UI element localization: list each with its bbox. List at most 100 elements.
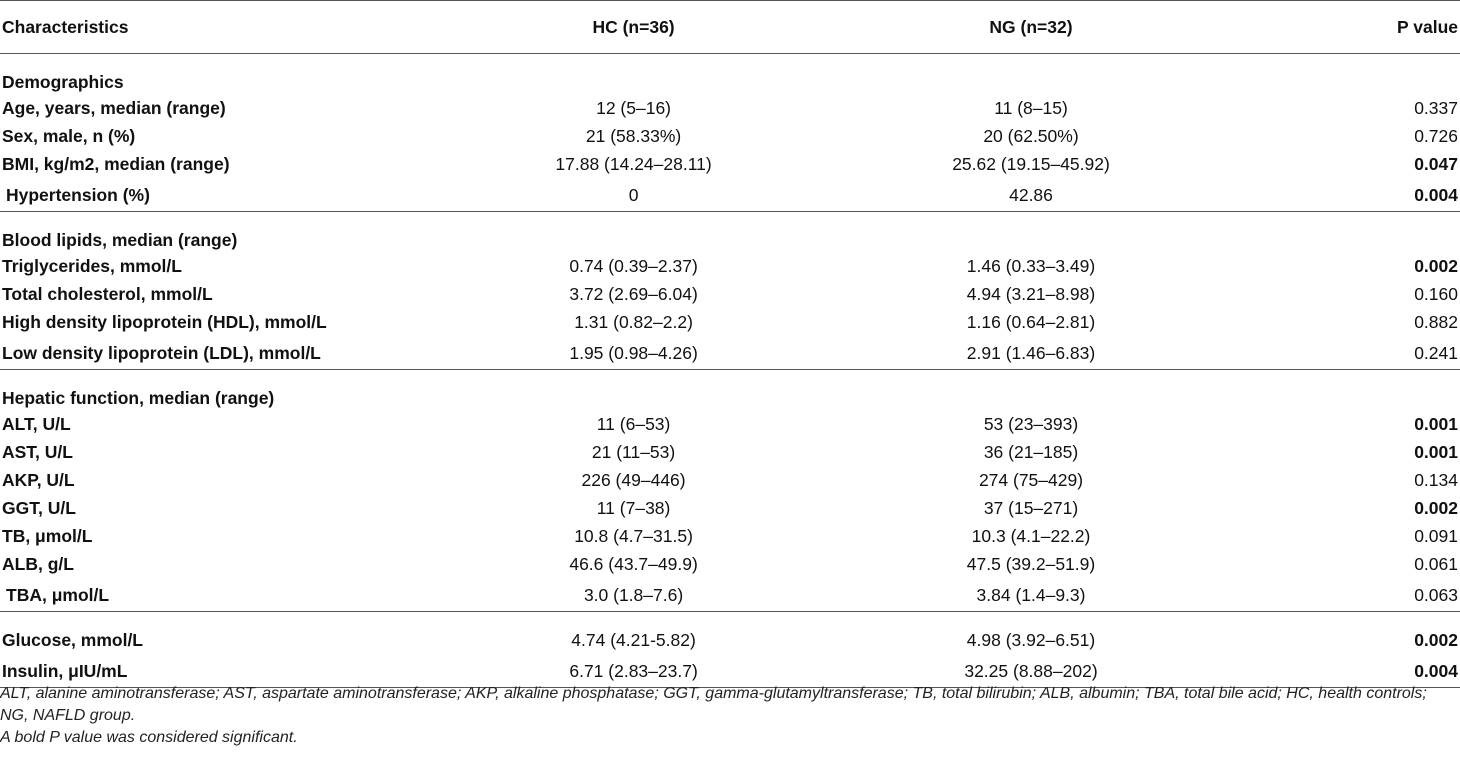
- row-hc-value: 226 (49–446): [581, 470, 686, 490]
- row-p-value: 0.002: [1414, 630, 1458, 650]
- header-characteristics: Characteristics: [0, 0, 435, 54]
- row-hc-value: 3.72 (2.69–6.04): [569, 284, 698, 304]
- row-hc-value: 0.74 (0.39–2.37): [569, 256, 698, 276]
- table-row: Hypertension (%) 0 42.86 0.004: [0, 178, 1460, 212]
- row-label: BMI, kg/m2, median (range): [2, 154, 230, 174]
- characteristics-table: Characteristics HC (n=36) NG (n=32) P va…: [0, 0, 1460, 688]
- row-label: TBA, μmol/L: [0, 578, 435, 612]
- row-ng-value: 1.16 (0.64–2.81): [966, 312, 1096, 332]
- row-ng-value: 1.46 (0.33–3.49): [966, 256, 1096, 276]
- row-hc-value: 21 (58.33%): [585, 126, 682, 146]
- row-label: Sex, male, n (%): [2, 126, 136, 146]
- header-ng: NG (n=32): [832, 0, 1230, 54]
- row-ng-value: 4.94 (3.21–8.98): [966, 284, 1096, 304]
- row-p-value: 0.726: [1414, 126, 1458, 146]
- row-ng-value: 10.3 (4.1–22.2): [971, 526, 1091, 546]
- table-row: ALT, U/L 11 (6–53) 53 (23–393) 0.001: [0, 410, 1460, 438]
- row-hc-value: 17.88 (14.24–28.11): [555, 154, 712, 174]
- row-ng-value: 20 (62.50%): [983, 126, 1079, 146]
- row-hc-value: 4.74 (4.21-5.82): [571, 630, 696, 650]
- row-label: Low density lipoprotein (LDL), mmol/L: [0, 336, 435, 370]
- table-row: TBA, μmol/L 3.0 (1.8–7.6) 3.84 (1.4–9.3) 0.…: [0, 578, 1460, 612]
- row-ng-value: 2.91 (1.46–6.83): [832, 336, 1230, 370]
- row-label: ALB, g/L: [2, 554, 74, 574]
- footnote-abbreviations: ALT, alanine aminotransferase; AST, aspa…: [0, 685, 1427, 724]
- row-hc-value: 0: [434, 178, 833, 212]
- row-p-value: 0.882: [1414, 312, 1458, 332]
- table-row: Total cholesterol, mmol/L 3.72 (2.69–6.04…: [0, 280, 1460, 308]
- row-p-value: 0.134: [1414, 470, 1458, 490]
- row-p-value: 0.047: [1414, 154, 1458, 174]
- table-row: AKP, U/L 226 (49–446) 274 (75–429) 0.134: [0, 466, 1460, 494]
- row-hc-value: 11 (7–38): [596, 498, 671, 518]
- section-title: Hepatic function, median (range): [2, 388, 275, 408]
- row-label: ALT, U/L: [2, 414, 71, 434]
- table-row: High density lipoprotein (HDL), mmol/L 1.…: [0, 308, 1460, 336]
- row-label: Age, years, median (range): [2, 98, 226, 118]
- header-hc: HC (n=36): [434, 0, 833, 54]
- row-p-value: 0.061: [1414, 554, 1458, 574]
- row-p-value: 0.004: [1229, 654, 1460, 688]
- row-p-value: 0.241: [1229, 336, 1460, 370]
- row-label: Glucose, mmol/L: [2, 630, 143, 650]
- footnote-significance: A bold P value was considered significan…: [0, 729, 298, 746]
- row-p-value: 0.091: [1414, 526, 1458, 546]
- table-body: Demographics Age, years, median (range) 12…: [0, 54, 1460, 688]
- table-row: BMI, kg/m2, median (range) 17.88 (14.24–2…: [0, 150, 1460, 178]
- row-hc-value: 21 (11–53): [591, 442, 676, 462]
- table-footnotes: ALT, alanine aminotransferase; AST, aspa…: [0, 683, 1440, 749]
- row-ng-value: 25.62 (19.15–45.92): [952, 154, 1110, 174]
- table-row: ALB, g/L 46.6 (43.7–49.9) 47.5 (39.2–51.9)…: [0, 550, 1460, 578]
- section-header-row: Hepatic function, median (range): [0, 370, 1460, 411]
- row-ng-value: 4.98 (3.92–6.51): [966, 630, 1096, 650]
- row-p-value: 0.160: [1414, 284, 1458, 304]
- row-ng-value: 11 (8–15): [994, 98, 1068, 118]
- row-hc-value: 1.31 (0.82–2.2): [574, 312, 693, 332]
- row-ng-value: 47.5 (39.2–51.9): [966, 554, 1096, 574]
- row-hc-value: 1.95 (0.98–4.26): [434, 336, 833, 370]
- row-p-value: 0.001: [1414, 414, 1458, 434]
- row-label: Triglycerides, mmol/L: [2, 256, 182, 276]
- table-row: AST, U/L 21 (11–53) 36 (21–185) 0.001: [0, 438, 1460, 466]
- row-label: TB, μmol/L: [2, 526, 93, 546]
- row-p-value: 0.004: [1229, 178, 1460, 212]
- table-row: TB, μmol/L 10.8 (4.7–31.5) 10.3 (4.1–22.2)…: [0, 522, 1460, 550]
- table-row: Low density lipoprotein (LDL), mmol/L 1.9…: [0, 336, 1460, 370]
- section-spacer: [0, 612, 1460, 627]
- row-p-value: 0.002: [1414, 498, 1458, 518]
- row-ng-value: 32.25 (8.88–202): [832, 654, 1230, 688]
- section-title: Demographics: [2, 72, 124, 92]
- row-p-value: 0.001: [1414, 442, 1458, 462]
- section-title: Blood lipids, median (range): [2, 230, 238, 250]
- section-header-row: Demographics: [0, 54, 1460, 95]
- row-label: Insulin, μIU/mL: [0, 654, 435, 688]
- row-ng-value: 36 (21–185): [983, 442, 1079, 462]
- row-ng-value: 42.86: [832, 178, 1230, 212]
- table-row: GGT, U/L 11 (7–38) 37 (15–271) 0.002: [0, 494, 1460, 522]
- row-p-value: 0.063: [1229, 578, 1460, 612]
- row-hc-value: 6.71 (2.83–23.7): [434, 654, 833, 688]
- row-label: GGT, U/L: [2, 498, 76, 518]
- row-ng-value: 37 (15–271): [983, 498, 1079, 518]
- row-hc-value: 10.8 (4.7–31.5): [574, 526, 693, 546]
- row-hc-value: 12 (5–16): [596, 98, 672, 118]
- table-row: Triglycerides, mmol/L 0.74 (0.39–2.37) 1.4…: [0, 252, 1460, 280]
- row-ng-value: 53 (23–393): [983, 414, 1079, 434]
- row-ng-value: 3.84 (1.4–9.3): [832, 578, 1230, 612]
- row-p-value: 0.337: [1414, 98, 1458, 118]
- section-header-row: Blood lipids, median (range): [0, 212, 1460, 253]
- row-label: AST, U/L: [2, 442, 73, 462]
- row-label: Hypertension (%): [0, 178, 435, 212]
- row-label: Total cholesterol, mmol/L: [2, 284, 213, 304]
- table-header: Characteristics HC (n=36) NG (n=32) P va…: [0, 0, 1460, 54]
- table-row: Glucose, mmol/L 4.74 (4.21-5.82) 4.98 (3.9…: [0, 626, 1460, 654]
- row-hc-value: 11 (6–53): [596, 414, 671, 434]
- row-label: AKP, U/L: [2, 470, 75, 490]
- row-hc-value: 46.6 (43.7–49.9): [569, 554, 698, 574]
- row-ng-value: 274 (75–429): [978, 470, 1084, 490]
- row-hc-value: 3.0 (1.8–7.6): [434, 578, 833, 612]
- header-p-value: P value: [1229, 0, 1460, 54]
- table-row: Age, years, median (range) 12 (5–16) 11 (8…: [0, 94, 1460, 122]
- table-row: Insulin, μIU/mL 6.71 (2.83–23.7) 32.25 (8.…: [0, 654, 1460, 688]
